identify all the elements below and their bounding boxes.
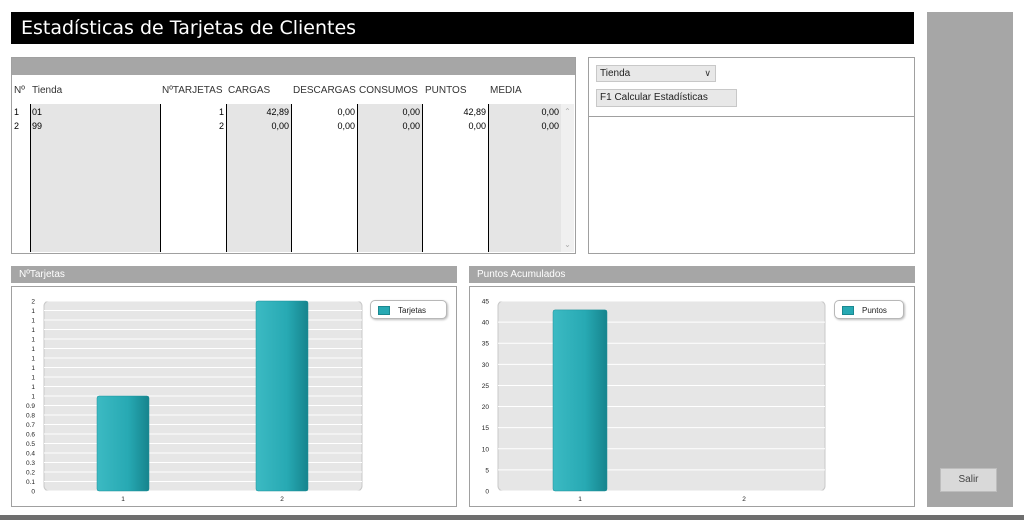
scroll-up-icon[interactable]: ⌃ [564, 107, 571, 116]
y-tick-label: 15 [482, 425, 490, 432]
legend-label: Puntos [862, 306, 887, 315]
y-tick-label: 1 [31, 384, 35, 391]
y-tick-label: 0.8 [26, 413, 35, 420]
y-tick-label: 0 [485, 489, 489, 496]
exit-button[interactable]: Salir [940, 468, 997, 492]
y-tick-label: 0.1 [26, 479, 35, 486]
cell-puntos: 42,89 [463, 107, 486, 117]
bar [96, 395, 150, 492]
header-ntarjetas[interactable]: NºTARJETAS [162, 85, 223, 96]
y-tick-label: 1 [31, 365, 35, 372]
y-tick-label: 0.5 [26, 441, 35, 448]
bar [552, 309, 608, 492]
y-tick-label: 0.2 [26, 470, 35, 477]
y-tick-label: 5 [485, 467, 489, 474]
header-tienda[interactable]: Tienda [32, 85, 63, 96]
window-title: Estadísticas de Tarjetas de Clientes [11, 12, 914, 44]
cell-descargas: 0,00 [337, 107, 355, 117]
y-tick-label: 0.6 [26, 432, 35, 439]
statistics-grid[interactable]: Nº Tienda NºTARJETAS CARGAS DESCARGAS CO… [11, 57, 576, 254]
cell-ntarjetas: 2 [218, 121, 224, 131]
cell-puntos: 0,00 [468, 121, 486, 131]
col-descargas [291, 104, 357, 252]
cell-media: 0,00 [541, 107, 559, 117]
cell-no: 1 [14, 107, 20, 117]
y-tick-label: 35 [482, 341, 490, 348]
cell-cargas: 42,89 [266, 107, 289, 117]
grid-group-bar [12, 58, 575, 75]
col-cargas [226, 104, 291, 252]
tienda-select[interactable]: Tienda ∨ [596, 65, 716, 82]
cell-consumos: 0,00 [402, 107, 420, 117]
legend-label: Tarjetas [398, 306, 427, 315]
cell-no: 2 [14, 121, 20, 131]
y-tick-label: 0.7 [26, 422, 35, 429]
cell-media: 0,00 [541, 121, 559, 131]
cell-descargas: 0,00 [337, 121, 355, 131]
header-media[interactable]: MEDIA [490, 85, 522, 96]
header-no[interactable]: Nº [14, 85, 25, 96]
header-cargas[interactable]: CARGAS [228, 85, 271, 96]
chart-puntos: 0 5 10 15 20 25 30 35 40 45 1 2 Puntos [469, 286, 915, 507]
x-tick-label: 2 [280, 496, 284, 503]
y-tick-label: 0 [31, 489, 35, 496]
y-tick-label: 20 [482, 404, 490, 411]
y-tick-label: 2 [31, 299, 35, 306]
filter-divider [589, 116, 914, 117]
y-tick-label: 25 [482, 383, 490, 390]
cell-tienda: 01 [32, 107, 43, 117]
y-tick-label: 1 [31, 394, 35, 401]
chart-tarjetas-title: NºTarjetas [11, 266, 457, 283]
x-tick-label: 2 [742, 496, 746, 503]
chevron-down-icon: ∨ [704, 68, 711, 78]
bottom-border [0, 515, 1024, 520]
col-tienda [30, 104, 160, 252]
header-descargas[interactable]: DESCARGAS [293, 85, 356, 96]
y-tick-label: 1 [31, 346, 35, 353]
col-media [488, 104, 561, 252]
filter-panel: Tienda ∨ F1 Calcular Estadísticas [588, 57, 915, 254]
y-tick-label: 40 [482, 320, 490, 327]
x-tick-label: 1 [121, 496, 125, 503]
grid-header: Nº Tienda NºTARJETAS CARGAS DESCARGAS CO… [12, 82, 561, 100]
header-puntos[interactable]: PUNTOS [425, 85, 467, 96]
calculate-stats-button[interactable]: F1 Calcular Estadísticas [596, 89, 737, 107]
cell-ntarjetas: 1 [218, 107, 224, 117]
legend-swatch [842, 306, 854, 315]
plot-area [497, 300, 826, 492]
col-ntarjetas [160, 104, 226, 252]
chart-legend: Puntos [834, 300, 904, 319]
cell-tienda: 99 [32, 121, 43, 131]
y-tick-label: 1 [31, 337, 35, 344]
col-puntos [422, 104, 488, 252]
x-tick-label: 1 [578, 496, 582, 503]
cell-cargas: 0,00 [271, 121, 289, 131]
y-tick-label: 10 [482, 446, 490, 453]
grid-scrollbar[interactable]: ⌃ ⌄ [561, 104, 574, 252]
y-tick-label: 1 [31, 318, 35, 325]
y-tick-label: 0.3 [26, 460, 35, 467]
y-tick-label: 0.9 [26, 403, 35, 410]
chart-tarjetas: 0 0.1 0.2 0.3 0.4 0.5 0.6 0.7 0.8 0.9 1 1 1 1 1 1 1 1 1 1 2 1… [11, 286, 457, 507]
y-tick-label: 30 [482, 362, 490, 369]
side-panel [927, 12, 1013, 507]
y-tick-label: 1 [31, 375, 35, 382]
tienda-select-value: Tienda [600, 68, 631, 79]
cell-consumos: 0,00 [402, 121, 420, 131]
header-consumos[interactable]: CONSUMOS [359, 85, 418, 96]
legend-swatch [378, 306, 390, 315]
chart-legend: Tarjetas [370, 300, 447, 319]
y-tick-label: 0.4 [26, 451, 35, 458]
y-tick-label: 1 [31, 308, 35, 315]
bar [255, 300, 309, 492]
col-consumos [357, 104, 422, 252]
y-tick-label: 1 [31, 356, 35, 363]
chart-puntos-title: Puntos Acumulados [469, 266, 915, 283]
scroll-down-icon[interactable]: ⌄ [564, 240, 571, 249]
y-tick-label: 1 [31, 327, 35, 334]
y-tick-label: 45 [482, 299, 490, 306]
